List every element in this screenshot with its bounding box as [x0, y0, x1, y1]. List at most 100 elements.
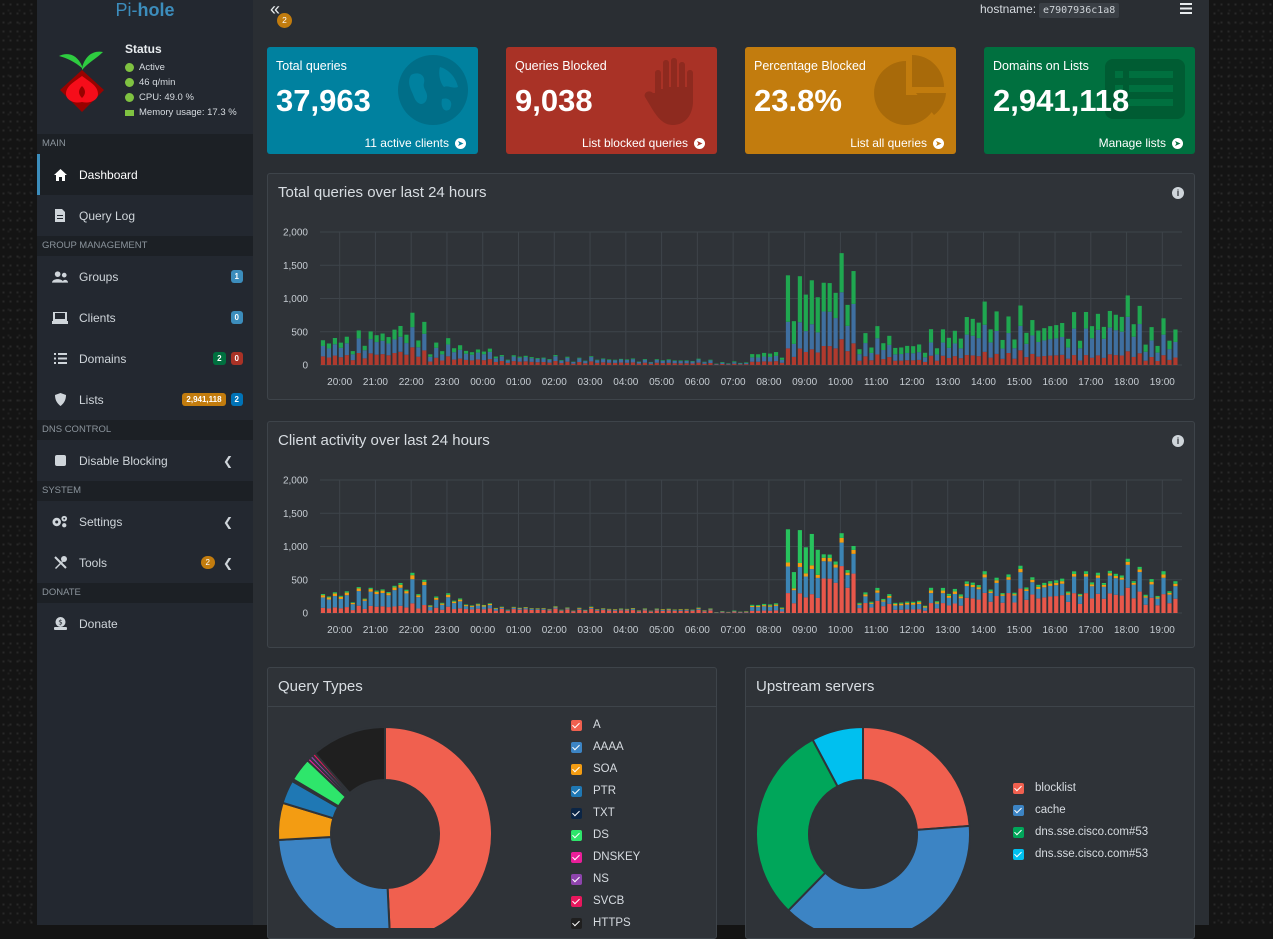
bar-segment-client-b [1060, 584, 1064, 595]
bar-segment-blocked [917, 360, 921, 365]
legend-checkbox[interactable] [571, 918, 582, 929]
bar-segment-cached [1102, 339, 1106, 358]
nav-item-clients[interactable]: Clients 0 [37, 297, 253, 338]
list-all-queries-link[interactable]: List all queries➤ [850, 136, 944, 150]
bar-segment-client-c [1114, 576, 1118, 578]
x-tick-label: 15:00 [1007, 625, 1032, 636]
bar-segment-client-c [410, 575, 414, 579]
legend-item[interactable]: cache [1013, 799, 1148, 821]
bar-segment-forwarded [863, 333, 867, 343]
x-tick-label: 05:00 [649, 625, 674, 636]
stat-link-label: 11 active clients [365, 136, 450, 150]
bar-segment-client-b [1120, 580, 1124, 596]
legend-item[interactable]: SVCB [571, 890, 640, 912]
legend-checkbox[interactable] [571, 742, 582, 753]
legend-item[interactable]: PTR [571, 780, 640, 802]
list-blocked-queries-link[interactable]: List blocked queries➤ [582, 136, 705, 150]
legend-item[interactable]: DNSKEY [571, 846, 640, 868]
bar-segment-client-b [398, 588, 402, 606]
bar-segment-blocked [375, 355, 379, 365]
nav-item-dashboard[interactable]: Dashboard [37, 154, 253, 195]
bar-segment-cached [929, 342, 933, 355]
bar-segment-cached [1161, 335, 1165, 355]
bar-segment-client-d [983, 571, 987, 574]
nav-item-groups[interactable]: Groups 1 [37, 256, 253, 297]
svg-text:$: $ [58, 619, 62, 627]
bar-segment-client-a [1108, 593, 1112, 613]
bar-segment-client-c [577, 608, 581, 609]
notification-badge: 2 [277, 13, 292, 28]
legend-checkbox[interactable] [571, 786, 582, 797]
nav-item-donate[interactable]: $ Donate [37, 603, 253, 644]
legend-checkbox[interactable] [1013, 827, 1024, 838]
legend-item[interactable]: DS [571, 824, 640, 846]
bar-segment-client-d [1000, 593, 1004, 594]
legend-checkbox[interactable] [1013, 805, 1024, 816]
x-tick-label: 08:00 [756, 625, 781, 636]
legend-item[interactable]: A [571, 714, 640, 736]
legend-checkbox[interactable] [1013, 783, 1024, 794]
legend-checkbox[interactable] [571, 874, 582, 885]
legend-checkbox[interactable] [1013, 849, 1024, 860]
legend-checkbox[interactable] [571, 764, 582, 775]
bar-segment-client-a [899, 610, 903, 613]
legend-checkbox[interactable] [571, 808, 582, 819]
bar-segment-cached [1054, 338, 1058, 355]
pie-slice[interactable] [863, 727, 970, 830]
legend-item[interactable]: HTTPS [571, 912, 640, 934]
brand-logo-text[interactable]: Pi-hole [37, 0, 253, 34]
legend-checkbox[interactable] [571, 830, 582, 841]
bar-segment-client-c [840, 538, 844, 543]
bar-segment-client-b [553, 607, 557, 608]
x-tick-label: 17:00 [1078, 377, 1103, 388]
legend-checkbox[interactable] [571, 852, 582, 863]
nav-item-disable-blocking[interactable]: Disable Blocking ❮ [37, 440, 253, 481]
nav-item-tools[interactable]: Tools 2 ❮ [37, 542, 253, 583]
pie-slice[interactable] [385, 727, 492, 928]
bar-segment-client-c [1155, 597, 1159, 598]
legend-item[interactable]: dns.sse.cisco.com#53 [1013, 821, 1148, 843]
legend-item[interactable]: SOA [571, 758, 640, 780]
bar-segment-forwarded [577, 358, 581, 359]
bar-segment-client-d [1144, 595, 1148, 596]
active-clients-link[interactable]: 11 active clients➤ [365, 136, 467, 150]
bar-segment-client-c [875, 590, 879, 592]
settings-menu-button[interactable] [1162, 0, 1209, 33]
bar-segment-blocked [571, 364, 575, 365]
bar-segment-client-b [476, 606, 480, 609]
legend-item[interactable]: dns.sse.cisco.com#53 [1013, 843, 1148, 865]
legend-label: TXT [593, 807, 615, 819]
bar-segment-client-b [619, 609, 623, 610]
x-tick-label: 18:00 [1114, 377, 1139, 388]
bar-segment-forwarded [422, 322, 426, 334]
bar-segment-client-b [1108, 576, 1112, 594]
x-tick-label: 14:00 [971, 625, 996, 636]
bar-segment-client-b [369, 592, 373, 606]
nav-item-settings[interactable]: Settings ❮ [37, 501, 253, 542]
bar-segment-client-a [1006, 593, 1010, 613]
nav-item-query-log[interactable]: Query Log [37, 195, 253, 236]
bar-segment-forwarded [440, 351, 444, 354]
legend-item[interactable]: AAAA [571, 736, 640, 758]
manage-lists-link[interactable]: Manage lists➤ [1099, 136, 1183, 150]
bar-segment-client-a [875, 601, 879, 613]
bar-segment-client-a [607, 610, 611, 613]
bar-segment-cached [702, 362, 706, 364]
legend-checkbox[interactable] [571, 720, 582, 731]
bar-segment-client-a [995, 596, 999, 613]
sidebar: Pi-hole Status Active 46 q/min CPU: 49.0… [37, 0, 253, 925]
pie-slice[interactable] [278, 837, 390, 928]
bar-segment-blocked [679, 363, 683, 365]
bar-segment-client-b [1036, 589, 1040, 598]
legend-item[interactable]: blocklist [1013, 777, 1148, 799]
bar-segment-client-a [792, 603, 796, 613]
bar-segment-client-c [834, 565, 838, 568]
bar-segment-client-c [685, 609, 689, 610]
bar-segment-forwarded [851, 271, 855, 304]
legend-item[interactable]: NS [571, 868, 640, 890]
legend-checkbox[interactable] [571, 896, 582, 907]
bar-segment-client-d [875, 588, 879, 590]
legend-item[interactable]: TXT [571, 802, 640, 824]
